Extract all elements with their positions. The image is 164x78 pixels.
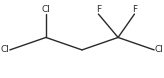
- Text: F: F: [96, 5, 101, 14]
- Text: Cl: Cl: [154, 45, 163, 54]
- Text: Cl: Cl: [1, 45, 10, 54]
- Text: F: F: [132, 5, 137, 14]
- Text: Cl: Cl: [41, 5, 50, 14]
